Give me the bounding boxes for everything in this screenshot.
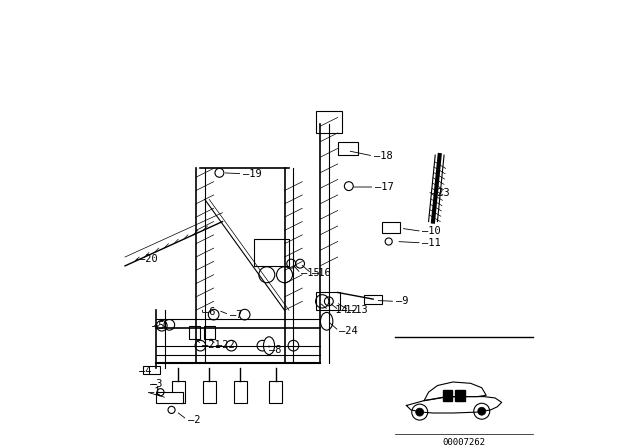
Bar (316, 111, 342, 133)
Text: —23: —23 (431, 188, 450, 198)
Text: —7: —7 (230, 310, 242, 319)
Ellipse shape (264, 337, 275, 354)
Text: —2: —2 (188, 415, 200, 425)
Text: —22: —22 (216, 340, 235, 350)
Text: —11: —11 (422, 238, 441, 248)
Text: —14: —14 (329, 305, 348, 315)
Text: —13: —13 (349, 305, 368, 315)
Bar (189, 326, 200, 339)
Bar (172, 381, 185, 403)
Text: —8: —8 (269, 345, 282, 355)
Text: —21: —21 (202, 340, 220, 350)
Bar (443, 390, 452, 401)
Bar (316, 293, 340, 310)
Circle shape (477, 407, 486, 415)
Bar (364, 295, 382, 304)
Text: —20: —20 (139, 254, 157, 264)
Bar (156, 392, 182, 403)
Text: —1: —1 (148, 387, 160, 397)
Text: —19: —19 (243, 169, 262, 179)
Bar (338, 142, 358, 155)
Text: —3: —3 (150, 379, 163, 389)
Bar (269, 381, 282, 403)
Ellipse shape (321, 312, 333, 330)
Circle shape (416, 408, 424, 416)
Text: —9: —9 (396, 296, 408, 306)
Text: —4: —4 (139, 366, 151, 376)
Bar (455, 390, 465, 401)
Text: 00007262: 00007262 (442, 438, 486, 447)
Text: —16: —16 (312, 268, 331, 278)
Text: —24: —24 (339, 326, 358, 336)
Text: —15: —15 (301, 268, 320, 278)
Bar (234, 381, 247, 403)
Text: —18: —18 (374, 151, 392, 161)
Text: —10: —10 (422, 226, 441, 236)
Bar (253, 239, 289, 266)
Text: —5: —5 (152, 321, 164, 331)
Bar (204, 326, 215, 339)
Bar (203, 381, 216, 403)
Bar (143, 366, 161, 375)
Bar (382, 222, 400, 233)
Text: —6: —6 (203, 307, 216, 318)
Text: —17: —17 (375, 182, 394, 192)
Text: —12: —12 (339, 305, 358, 315)
